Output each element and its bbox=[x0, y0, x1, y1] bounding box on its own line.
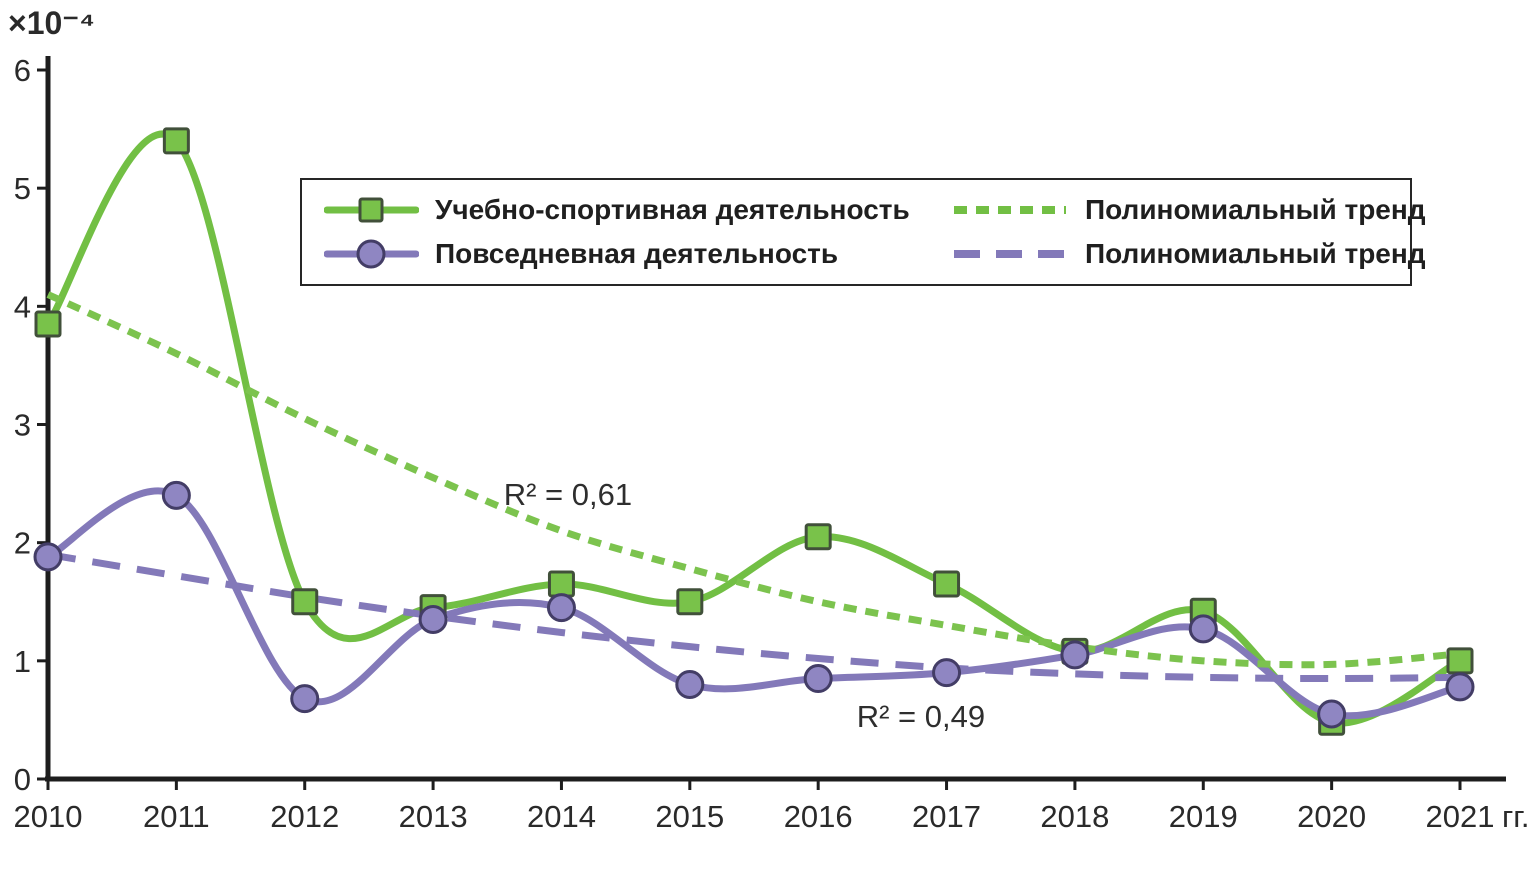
x-tick-label: 2019 bbox=[1169, 799, 1238, 834]
x-axis-suffix-label: гг. bbox=[1502, 799, 1529, 834]
marker-square bbox=[804, 523, 832, 551]
x-tick-label: 2010 bbox=[14, 799, 83, 834]
marker-circle bbox=[1317, 699, 1347, 729]
x-tick-label: 2021 bbox=[1426, 799, 1495, 834]
marker-square bbox=[933, 570, 961, 598]
legend-sample-purple-line-circle-icon bbox=[324, 239, 419, 269]
y-tick-label: 3 bbox=[14, 408, 31, 443]
x-tick-label: 2012 bbox=[270, 799, 339, 834]
marker-circle bbox=[418, 604, 448, 634]
marker-circle bbox=[290, 684, 320, 714]
r-squared-annotation-1: R² = 0,61 bbox=[504, 477, 632, 512]
series-line-daily bbox=[44, 487, 1464, 720]
legend-label-trend-purple: Полиномиальный тренд bbox=[1085, 238, 1426, 269]
marker-circle bbox=[803, 664, 833, 694]
marker-square bbox=[291, 588, 319, 616]
trend-line-sport bbox=[46, 291, 1461, 669]
y-tick-label: 0 bbox=[14, 762, 31, 797]
marker-square bbox=[1446, 647, 1474, 675]
marker-circle bbox=[932, 658, 962, 688]
marker-circle bbox=[33, 542, 63, 572]
y-axis-unit-label: ×10⁻⁴ bbox=[8, 5, 95, 41]
y-tick-label: 6 bbox=[14, 53, 31, 88]
r-squared-annotation-2: R² = 0,49 bbox=[857, 699, 985, 734]
legend: Учебно-спортивная деятельность Полиномиа… bbox=[300, 178, 1426, 286]
marker-circle bbox=[546, 593, 576, 623]
x-tick-label: 2016 bbox=[784, 799, 853, 834]
marker-square bbox=[676, 588, 704, 616]
legend-label-daily-activity: Повседневная деятельность bbox=[435, 238, 839, 269]
legend-sample-green-line-square-icon bbox=[324, 197, 419, 223]
x-tick-label: 2013 bbox=[399, 799, 468, 834]
legend-label-trend-green: Полиномиальный тренд bbox=[1085, 194, 1426, 225]
legend-label-sport-activity: Учебно-спортивная деятельность bbox=[435, 194, 910, 225]
legend-sample-purple-dashed-icon bbox=[954, 250, 1066, 258]
marker-square bbox=[547, 570, 575, 598]
y-tick-label: 1 bbox=[14, 644, 31, 679]
marker-square bbox=[162, 127, 190, 155]
legend-sample-green-dotted-icon bbox=[954, 206, 1066, 214]
marker-circle bbox=[1188, 614, 1218, 644]
trend-line-daily bbox=[47, 551, 1461, 683]
x-tick-label: 2015 bbox=[655, 799, 724, 834]
marker-square bbox=[34, 310, 62, 338]
y-tick-label: 4 bbox=[14, 289, 31, 324]
x-tick-label: 2011 bbox=[143, 799, 210, 834]
x-tick-label: 2020 bbox=[1297, 799, 1366, 834]
y-tick-label: 2 bbox=[14, 526, 31, 561]
x-tick-label: 2014 bbox=[527, 799, 596, 834]
marker-circle bbox=[1060, 640, 1090, 670]
x-tick-label: 2017 bbox=[912, 799, 981, 834]
y-tick-label: 5 bbox=[14, 171, 31, 206]
marker-circle bbox=[161, 480, 191, 510]
marker-circle bbox=[675, 669, 705, 699]
marker-circle bbox=[1445, 672, 1475, 702]
x-tick-label: 2018 bbox=[1040, 799, 1109, 834]
